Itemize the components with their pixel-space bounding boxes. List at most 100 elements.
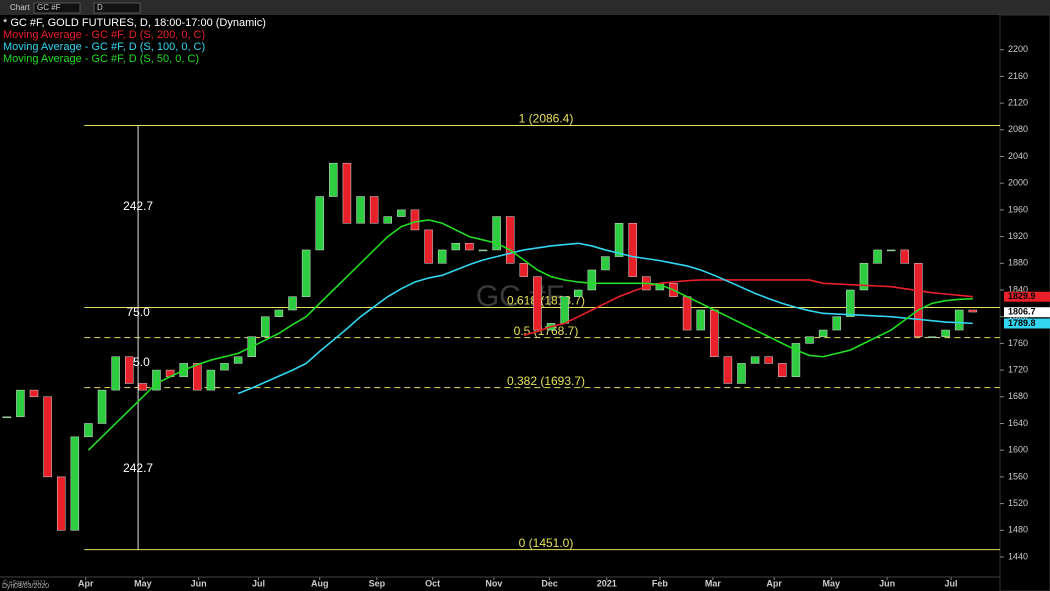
candle bbox=[519, 263, 529, 277]
candle bbox=[927, 336, 937, 338]
candle bbox=[261, 316, 270, 337]
y-tick-label: 1960 bbox=[1008, 204, 1028, 214]
candle bbox=[682, 296, 692, 331]
interval-input[interactable]: D bbox=[97, 3, 103, 12]
x-tick-label: 2021 bbox=[597, 578, 617, 588]
price-tag-label: 1829.9 bbox=[1008, 291, 1036, 301]
x-tick-label: Sep bbox=[369, 578, 386, 588]
toolbar bbox=[0, 0, 1050, 15]
candle bbox=[750, 356, 760, 364]
candle bbox=[492, 216, 501, 251]
candle bbox=[832, 316, 841, 331]
y-tick-label: 2080 bbox=[1008, 124, 1028, 134]
candle bbox=[111, 356, 120, 391]
candle bbox=[369, 196, 379, 224]
candle bbox=[478, 249, 488, 252]
x-tick-label: Oct bbox=[425, 578, 440, 588]
candle bbox=[710, 309, 719, 357]
y-tick-label: 1520 bbox=[1008, 498, 1028, 508]
y-tick-label: 1920 bbox=[1008, 231, 1028, 241]
fib-label: 0 (1451.0) bbox=[519, 536, 574, 550]
candle bbox=[723, 356, 733, 384]
mode: Dyn bbox=[2, 583, 15, 590]
candle bbox=[764, 356, 773, 364]
candle bbox=[424, 229, 433, 264]
y-tick-label: 1880 bbox=[1008, 258, 1028, 268]
candle bbox=[465, 243, 474, 251]
candle bbox=[410, 209, 420, 231]
y-tick-label: 2160 bbox=[1008, 71, 1028, 81]
y-tick-label: 1560 bbox=[1008, 471, 1028, 481]
candle bbox=[329, 162, 338, 197]
price-axis bbox=[999, 14, 1050, 591]
y-tick-label: 2200 bbox=[1008, 44, 1028, 54]
candle bbox=[152, 369, 161, 391]
candle bbox=[233, 356, 243, 364]
copyright: © eSignal, 2021 bbox=[3, 580, 46, 587]
candle bbox=[16, 389, 25, 418]
candle bbox=[560, 296, 569, 324]
candle bbox=[873, 249, 882, 264]
x-tick-label: Apr bbox=[766, 578, 782, 588]
x-tick-label: Mar bbox=[705, 578, 722, 588]
x-tick-label: Jul bbox=[252, 578, 265, 588]
window-label: Chart bbox=[10, 3, 30, 12]
candle bbox=[274, 309, 284, 317]
candle bbox=[288, 296, 297, 311]
legend-entry: Moving Average - GC #F, D (S, 200, 0, C) bbox=[3, 29, 205, 41]
x-tick-label: Jun bbox=[191, 578, 207, 588]
y-tick-label: 1840 bbox=[1008, 284, 1028, 294]
y-tick-label: 2120 bbox=[1008, 97, 1028, 107]
y-tick-label: 2040 bbox=[1008, 151, 1028, 161]
fib-label: 0.5 (1768.7) bbox=[514, 324, 579, 338]
x-tick-label: May bbox=[823, 578, 841, 588]
y-tick-label: 1640 bbox=[1008, 418, 1028, 428]
candle bbox=[941, 329, 950, 337]
x-tick-label: Nov bbox=[485, 578, 502, 588]
candle bbox=[737, 363, 746, 384]
candle bbox=[84, 423, 93, 438]
chart-title: * GC #F, GOLD FUTURES, D, 18:00-17:00 (D… bbox=[3, 17, 266, 29]
candle bbox=[778, 363, 787, 378]
candle bbox=[315, 196, 324, 251]
moving-average bbox=[237, 242, 973, 395]
candle bbox=[818, 329, 828, 337]
moving-average bbox=[87, 219, 973, 451]
candle bbox=[954, 309, 964, 331]
start-date: 03/03/2020 bbox=[14, 583, 49, 590]
x-tick-label: Jun bbox=[879, 578, 895, 588]
fib-label: 0.382 (1693.7) bbox=[507, 374, 585, 388]
candle bbox=[601, 256, 610, 271]
candle bbox=[628, 222, 637, 277]
candle bbox=[356, 196, 365, 224]
measure-label: 242.7 bbox=[123, 461, 153, 475]
x-tick-label: Apr bbox=[78, 578, 94, 588]
x-tick-label: Jul bbox=[945, 578, 958, 588]
x-tick-label: Feb bbox=[652, 578, 669, 588]
candle bbox=[805, 336, 814, 344]
legend-entry: Moving Average - GC #F, D (S, 50, 0, C) bbox=[3, 53, 199, 65]
candle bbox=[846, 289, 855, 317]
candle bbox=[397, 209, 406, 217]
interval-box[interactable] bbox=[93, 2, 141, 14]
symbol-input[interactable]: GC #F bbox=[37, 3, 61, 12]
y-tick-label: 1760 bbox=[1008, 338, 1028, 348]
candle bbox=[138, 383, 148, 391]
candle bbox=[573, 289, 583, 297]
measure-label: 242.7 bbox=[123, 199, 153, 213]
x-tick-label: May bbox=[134, 578, 152, 588]
price-tag-label: 1806.7 bbox=[1008, 307, 1036, 317]
price-tag bbox=[1004, 318, 1050, 329]
y-tick-label: 1680 bbox=[1008, 391, 1028, 401]
y-tick-label: 1720 bbox=[1008, 364, 1028, 374]
y-tick-label: 1440 bbox=[1008, 551, 1028, 561]
price-tag bbox=[1004, 307, 1050, 318]
candle bbox=[383, 216, 393, 224]
candle bbox=[342, 162, 352, 224]
symbol-box[interactable] bbox=[33, 2, 81, 14]
price-tag-label: 1789.8 bbox=[1008, 318, 1036, 328]
measure-label: 75.0 bbox=[126, 305, 150, 319]
candle bbox=[2, 416, 12, 419]
candle bbox=[97, 389, 107, 424]
